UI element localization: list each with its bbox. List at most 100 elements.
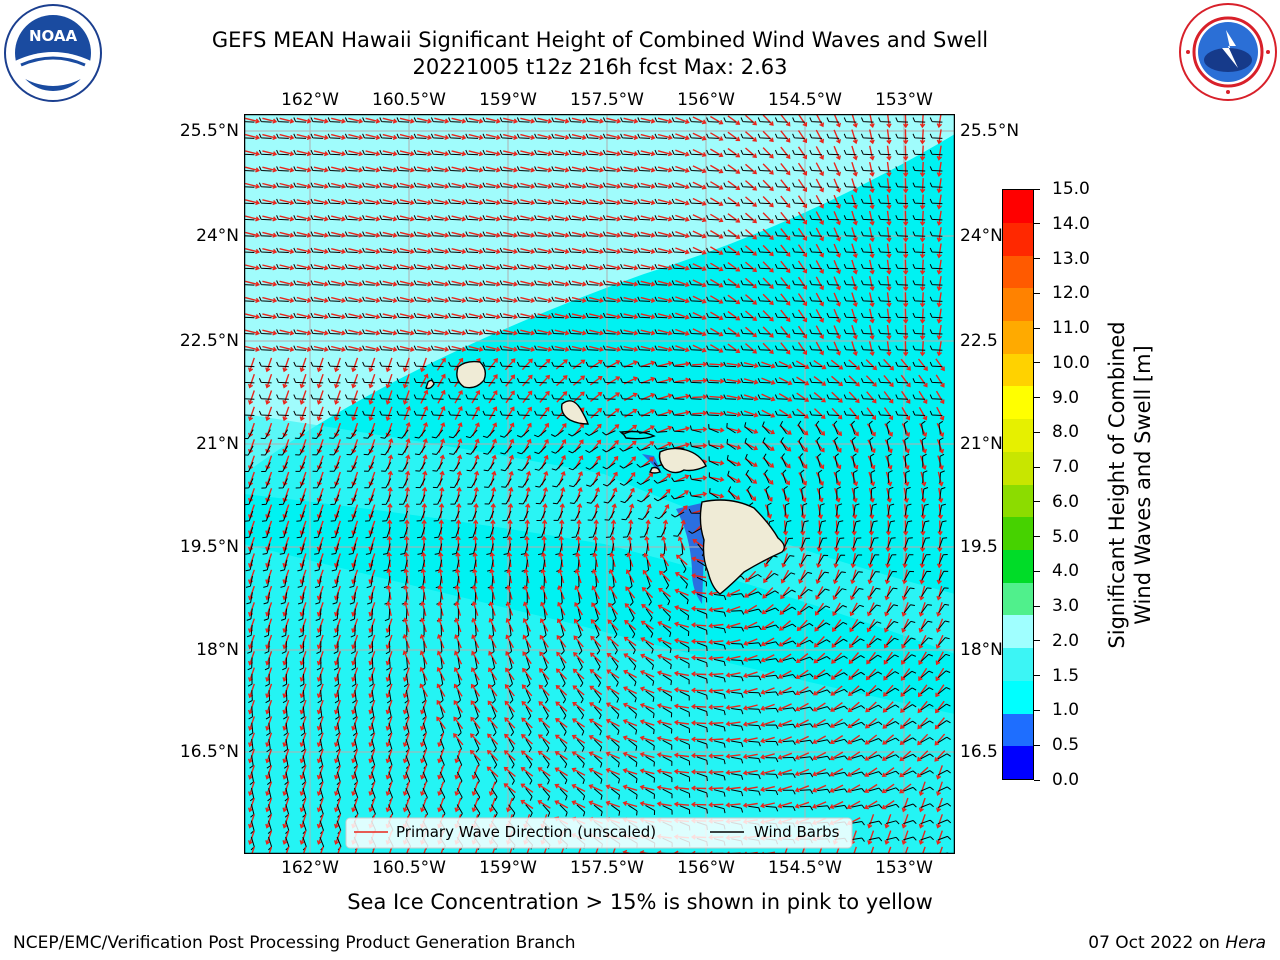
wind-barb [491, 690, 496, 704]
wind-barb [315, 608, 322, 621]
wind-barb [379, 263, 393, 270]
wind-barb [398, 461, 409, 472]
wind-barb [868, 837, 883, 842]
wind-barb [929, 410, 943, 416]
wave-direction-arrow [421, 486, 428, 502]
wind-barb [344, 133, 358, 139]
wind-barb [263, 575, 271, 588]
wave-direction-arrow [351, 748, 359, 764]
wave-direction-arrow [903, 324, 909, 341]
wind-barb [593, 755, 603, 768]
wave-direction-arrow [299, 520, 307, 536]
wind-barb [757, 296, 771, 302]
wind-barb [817, 554, 829, 565]
wind-barb [293, 296, 307, 302]
wave-direction-arrow [282, 781, 290, 797]
wind-barb [577, 657, 583, 671]
wave-direction-arrow [901, 618, 910, 633]
wind-barb [244, 283, 255, 286]
wind-barb [679, 739, 690, 750]
wave-direction-arrow [727, 115, 741, 125]
wind-barb [258, 394, 272, 400]
colorbar-tick-mark [1034, 709, 1040, 711]
wave-direction-arrow [830, 668, 843, 680]
wind-barb [451, 527, 460, 539]
wave-direction-arrow [762, 293, 774, 306]
wind-barb [878, 133, 891, 139]
wind-barb [310, 345, 324, 351]
wave-direction-arrow [348, 329, 364, 336]
wave-direction-arrow [554, 166, 570, 173]
wave-direction-arrow [622, 784, 638, 791]
wave-direction-arrow [331, 248, 346, 255]
wind-barb [834, 705, 848, 711]
wind-barb [602, 280, 616, 286]
wave-direction-arrow [522, 390, 533, 404]
wind-barb [851, 688, 866, 695]
wind-barb [465, 263, 479, 270]
wave-direction-arrow [420, 373, 429, 388]
wind-barb [709, 488, 719, 499]
wind-barb [499, 361, 513, 368]
wave-direction-arrow [885, 520, 892, 536]
wave-direction-arrow [348, 264, 364, 271]
wind-barb [826, 296, 840, 302]
wave-direction-arrow [797, 114, 808, 127]
wave-direction-arrow [488, 683, 498, 697]
wind-barb [912, 182, 926, 188]
wave-direction-arrow [590, 407, 603, 419]
wind-barb [782, 773, 796, 779]
wind-barb [939, 437, 944, 451]
wave-direction-arrow [640, 296, 656, 303]
wave-direction-arrow [490, 502, 496, 519]
wave-direction-arrow [640, 150, 656, 157]
wave-direction-arrow [399, 248, 415, 255]
wave-direction-arrow [399, 215, 415, 222]
wind-barb [381, 478, 392, 489]
wind-barb [929, 117, 943, 123]
wave-direction-arrow [417, 150, 432, 157]
wave-direction-arrow [798, 553, 805, 569]
wind-barb [620, 329, 633, 335]
wave-direction-arrow [296, 133, 312, 140]
wave-direction-arrow [917, 358, 928, 371]
wind-barb [448, 345, 461, 351]
wind-barb [364, 478, 374, 489]
wave-direction-arrow [404, 502, 410, 519]
wave-direction-arrow [420, 405, 429, 421]
wave-direction-arrow [331, 345, 346, 352]
colorbar-tick-label: 4.0 [1052, 561, 1080, 582]
wave-direction-arrow [487, 358, 498, 371]
wind-barb [568, 462, 581, 471]
wave-direction-arrow [606, 652, 620, 663]
wind-barb [671, 263, 685, 270]
wind-barb [679, 625, 690, 637]
wave-direction-arrow [537, 767, 551, 777]
wind-barb [585, 263, 599, 270]
wind-barb [585, 215, 599, 221]
wind-barb [912, 215, 926, 221]
wave-direction-arrow [265, 814, 273, 829]
wind-barb [929, 280, 943, 286]
wind-barb [482, 149, 496, 156]
wind-barb [448, 182, 461, 188]
wind-barb [278, 478, 288, 489]
wind-barb [293, 329, 307, 335]
wind-barb [296, 543, 305, 555]
wind-barb [878, 378, 891, 384]
wind-barb [602, 182, 616, 188]
wind-barb [329, 429, 340, 439]
wave-direction-arrow [507, 535, 513, 551]
wave-direction-arrow [903, 161, 909, 178]
wind-barb [333, 657, 339, 671]
wave-direction-arrow [382, 264, 398, 271]
wave-direction-arrow [485, 329, 501, 336]
wind-barb [258, 410, 272, 416]
wind-barb [912, 117, 926, 123]
wind-barb [396, 361, 410, 368]
wind-barb [244, 299, 255, 302]
wave-direction-arrow [382, 248, 398, 255]
wind-barb [276, 182, 289, 188]
wind-barb [594, 673, 602, 687]
wind-barb [400, 543, 408, 555]
